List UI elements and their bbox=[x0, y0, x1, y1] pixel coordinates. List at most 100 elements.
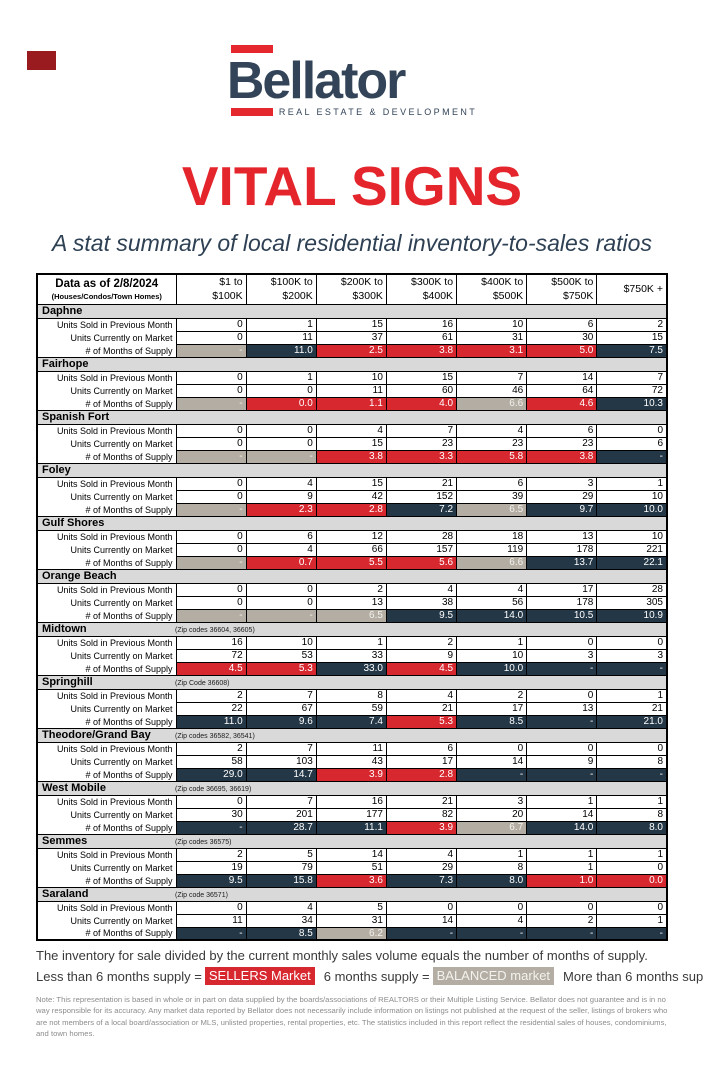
row-label: Units Sold in Previous Month bbox=[37, 583, 177, 597]
section-name: Saraland bbox=[42, 888, 89, 901]
supply-cell: 6.5 bbox=[315, 608, 387, 623]
value-cell: 29 bbox=[385, 860, 458, 875]
section-name: Orange Beach bbox=[42, 570, 117, 583]
value-cell: 0 bbox=[175, 370, 247, 385]
row-label: Units Sold in Previous Month bbox=[37, 901, 177, 915]
value-cell: 0 bbox=[175, 529, 247, 544]
table-row: Units Sold in Previous Month 2 7 8 4 2 0 1 bbox=[37, 688, 668, 703]
footer: The inventory for sale divided by the cu… bbox=[36, 948, 704, 1039]
row-label: Units Currently on Market bbox=[37, 596, 177, 610]
legend-text: Less than 6 months supply = bbox=[36, 968, 202, 984]
value-cell: 15 bbox=[315, 436, 387, 451]
supply-cell: - bbox=[456, 767, 528, 782]
property-types-label: (Houses/Condos/Town Homes) bbox=[51, 291, 162, 301]
table-row: Units Sold in Previous Month 0 1 15 16 10 6 2 bbox=[37, 317, 668, 332]
value-cell: 0 bbox=[245, 383, 317, 398]
value-cell: 14 bbox=[315, 847, 387, 862]
value-cell: 1 bbox=[456, 635, 528, 650]
value-cell: 6 bbox=[526, 423, 598, 438]
supply-cell: 4.0 bbox=[385, 396, 458, 411]
value-cell: 4 bbox=[456, 913, 528, 928]
row-label: Units Currently on Market bbox=[37, 384, 177, 398]
supply-row: # of Months of Supply - -3.8 3.3 5.8 3.8- bbox=[37, 449, 668, 464]
value-cell: 152 bbox=[385, 489, 458, 504]
table-row: Units Sold in Previous Month 16 10 1 2 1 0 0 bbox=[37, 635, 668, 650]
section-zip-note: (Zip Code 36608) bbox=[175, 680, 230, 688]
supply-cell: - bbox=[596, 926, 668, 941]
supply-cell: - bbox=[175, 555, 247, 570]
value-cell: 15 bbox=[596, 330, 668, 345]
section-header-row: Daphne bbox=[37, 303, 667, 319]
value-cell: 0 bbox=[596, 635, 668, 650]
value-cell: 53 bbox=[245, 648, 317, 663]
section-header-cell: Fairhope bbox=[37, 356, 667, 372]
value-cell: 7 bbox=[245, 688, 317, 703]
row-label: # of Months of Supply bbox=[37, 503, 177, 517]
section-name: Spanish Fort bbox=[42, 411, 110, 424]
value-cell: 2 bbox=[456, 688, 528, 703]
value-cell: 42 bbox=[315, 489, 387, 504]
section-zip-note: (Zip codes 36575) bbox=[175, 839, 232, 847]
value-cell: 38 bbox=[385, 595, 458, 610]
supply-cell: 3.8 bbox=[385, 343, 458, 358]
value-cell: 23 bbox=[526, 436, 598, 451]
value-cell: 18 bbox=[456, 529, 528, 544]
section-header-cell: Springhill (Zip Code 36608) bbox=[37, 674, 667, 690]
value-cell: 28 bbox=[385, 529, 458, 544]
row-label: Units Currently on Market bbox=[37, 649, 177, 663]
section-name: Daphne bbox=[42, 305, 83, 318]
supply-cell: 11.0 bbox=[175, 714, 247, 729]
value-cell: 4 bbox=[245, 542, 317, 557]
table-row: Units Sold in Previous Month 0 1 10 15 7 14 7 bbox=[37, 370, 668, 385]
supply-cell: 3.1 bbox=[456, 343, 528, 358]
row-label: # of Months of Supply bbox=[37, 556, 177, 570]
supply-cell: - bbox=[245, 449, 317, 464]
section-name: Midtown bbox=[42, 623, 87, 636]
value-cell: 0 bbox=[596, 741, 668, 756]
value-cell: 6 bbox=[385, 741, 458, 756]
value-cell: 30 bbox=[175, 807, 247, 822]
value-cell: 119 bbox=[456, 542, 528, 557]
supply-cell: 3.8 bbox=[526, 449, 598, 464]
table-row: Units Sold in Previous Month 2 7 11 6 0 0 0 bbox=[37, 741, 668, 756]
value-cell: 8 bbox=[596, 754, 668, 769]
value-cell: 56 bbox=[456, 595, 528, 610]
supply-cell: 5.5 bbox=[315, 555, 387, 570]
value-cell: 7 bbox=[245, 741, 317, 756]
value-cell: 4 bbox=[456, 582, 528, 597]
table-header-row: Data as of 2/8/2024 (Houses/Condos/Town … bbox=[36, 273, 668, 305]
section-header-row: Spanish Fort bbox=[37, 409, 667, 425]
value-cell: 15 bbox=[385, 370, 458, 385]
value-cell: 14 bbox=[456, 754, 528, 769]
value-cell: 16 bbox=[315, 794, 387, 809]
table-row: Units Sold in Previous Month 0 6 12 28 18 13 10 bbox=[37, 529, 668, 544]
supply-cell: - bbox=[456, 926, 528, 941]
value-cell: 1 bbox=[526, 860, 598, 875]
supply-cell: 5.3 bbox=[245, 661, 317, 676]
value-cell: 0 bbox=[175, 423, 247, 438]
value-cell: 11 bbox=[315, 383, 387, 398]
value-cell: 29 bbox=[526, 489, 598, 504]
supply-cell: 2.5 bbox=[315, 343, 387, 358]
table-row: Units Currently on Market 19 79 51 29 8 1 0 bbox=[37, 860, 668, 875]
supply-cell: 0.0 bbox=[245, 396, 317, 411]
row-label: Units Sold in Previous Month bbox=[37, 530, 177, 544]
value-cell: 10 bbox=[456, 317, 528, 332]
value-cell: 2 bbox=[175, 741, 247, 756]
section-zip-note: (Zip code 36571) bbox=[175, 892, 228, 900]
section-header-row: Semmes (Zip codes 36575) bbox=[37, 833, 667, 849]
value-cell: 0 bbox=[526, 741, 598, 756]
table-row: Units Currently on Market 0 0 13 38 56 178 305 bbox=[37, 595, 668, 610]
value-cell: 0 bbox=[245, 582, 317, 597]
value-cell: 1 bbox=[526, 794, 598, 809]
logo-container: Bellator REAL ESTATE & DEVELOPMENT bbox=[0, 45, 704, 121]
value-cell: 15 bbox=[315, 317, 387, 332]
value-cell: 0 bbox=[526, 635, 598, 650]
price-range-header: $300K to $400K bbox=[385, 273, 458, 305]
value-cell: 10 bbox=[315, 370, 387, 385]
supply-cell: 7.2 bbox=[385, 502, 458, 517]
table-row: Units Currently on Market 72 53 33 9 10 3 3 bbox=[37, 648, 668, 663]
supply-row: # of Months of Supply 11.0 9.6 7.4 5.3 8.5-21… bbox=[37, 714, 668, 729]
section-name: Springhill bbox=[42, 676, 93, 689]
row-label: Units Sold in Previous Month bbox=[37, 689, 177, 703]
